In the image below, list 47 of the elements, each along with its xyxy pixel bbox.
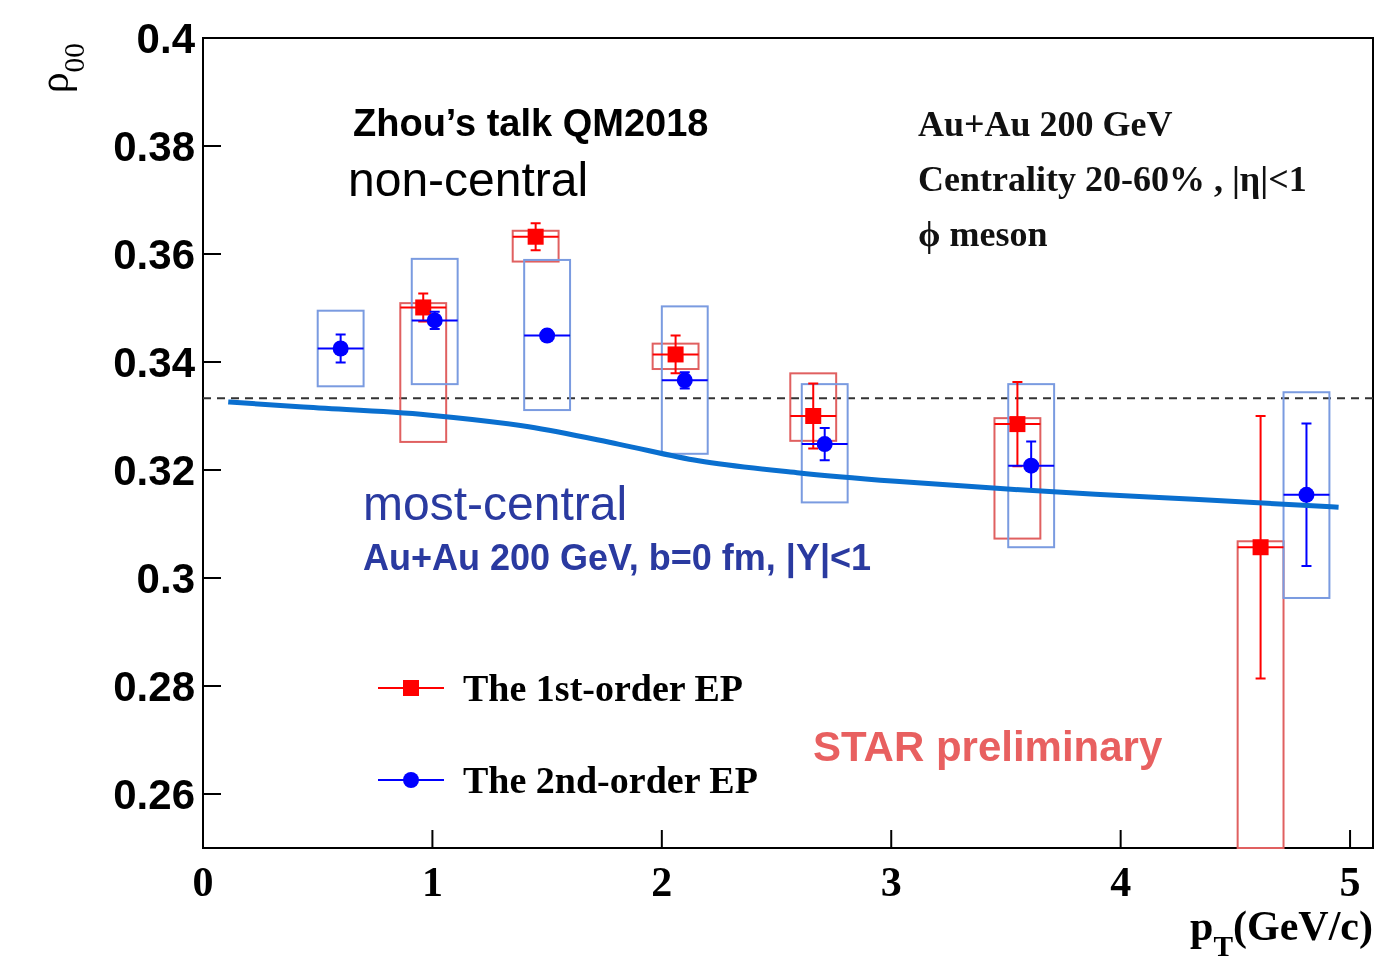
y-tick-label: 0.28 xyxy=(113,662,195,710)
bar xyxy=(651,342,700,371)
x-tick-label: 1 xyxy=(421,859,443,905)
point xyxy=(816,436,833,453)
y-tick-label: 0.32 xyxy=(113,446,195,494)
bar xyxy=(1007,383,1056,549)
annotation: STAR preliminary xyxy=(813,723,1163,770)
annotation: Centrality 20-60% , |η|<1 xyxy=(918,159,1307,199)
bar xyxy=(316,309,365,388)
legend-label: The 2nd-order EP xyxy=(463,759,758,802)
annotation: most-central xyxy=(363,477,628,530)
bar xyxy=(993,417,1042,540)
y-tick-label: 0.34 xyxy=(113,338,196,386)
bar xyxy=(660,305,709,455)
annotation: ϕ meson xyxy=(918,214,1048,254)
annotation: Au+Au 200 GeV xyxy=(918,104,1173,144)
point xyxy=(1023,457,1040,474)
x-tick-label: 2 xyxy=(651,859,673,905)
point xyxy=(1252,539,1269,556)
x-tick-label: 3 xyxy=(880,859,902,905)
annotation: Zhou’s talk QM2018 xyxy=(353,102,709,144)
y-tick-label: 0.4 xyxy=(136,14,196,62)
bar xyxy=(511,229,560,263)
bar xyxy=(1236,540,1285,849)
x-axis-title: p$_{T}$(GeV/c) xyxy=(1190,903,1373,962)
annotation: non-central xyxy=(348,153,589,206)
x-tick-label: 4 xyxy=(1110,859,1132,905)
bar xyxy=(399,302,448,443)
point xyxy=(415,299,432,316)
point xyxy=(805,408,822,424)
y-tick-label: 0.26 xyxy=(113,770,195,818)
point xyxy=(1298,486,1315,503)
point xyxy=(527,228,544,245)
y-tick-label: 0.36 xyxy=(113,230,195,278)
y-tick-label: 0.3 xyxy=(136,554,195,602)
x-tick-label: 0 xyxy=(192,859,214,905)
bar xyxy=(789,372,838,442)
annotation: Au+Au 200 GeV, b=0 fm, |Y|<1 xyxy=(363,537,872,579)
point xyxy=(332,340,349,357)
bar xyxy=(523,258,572,412)
y-tick-label: 0.38 xyxy=(113,122,195,170)
bar xyxy=(410,257,459,386)
point xyxy=(1009,416,1026,433)
bar xyxy=(800,383,849,504)
bar xyxy=(1282,391,1331,599)
legend-label: The 1st-order EP xyxy=(463,667,744,710)
x-tick-label: 5 xyxy=(1339,859,1361,905)
